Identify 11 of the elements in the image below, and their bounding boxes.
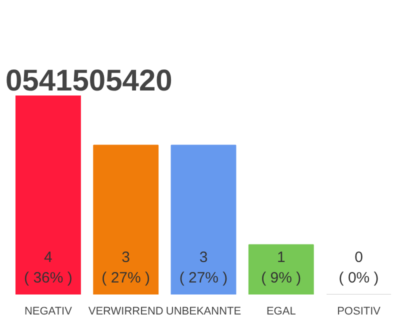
x-tick-label: VERWIRREND <box>88 306 164 318</box>
data-label: 3 ( 27% ) <box>102 249 150 287</box>
x-tick-label: NEGATIV <box>24 306 73 318</box>
data-label: 1 ( 9% ) <box>261 249 302 287</box>
x-tick-label: UNBEKANNTE <box>166 306 242 318</box>
data-label: 0 ( 0% ) <box>338 249 379 287</box>
x-tick-label: EGAL <box>266 306 296 318</box>
data-label: 4 ( 36% ) <box>24 249 72 287</box>
chart-title: 0541505420 <box>6 64 172 98</box>
x-tick-label: POSITIV <box>337 306 382 318</box>
data-label: 3 ( 27% ) <box>179 249 228 287</box>
